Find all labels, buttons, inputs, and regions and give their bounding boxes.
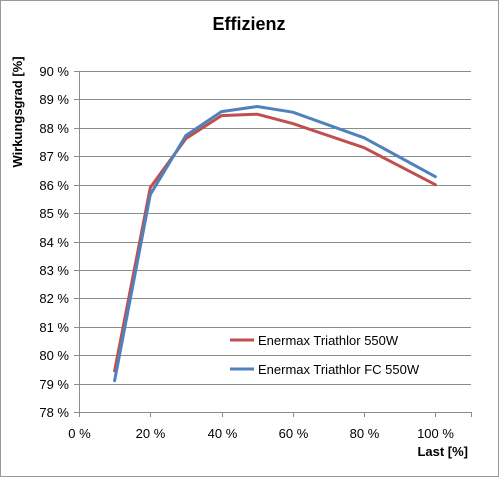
gridlines bbox=[79, 71, 471, 385]
legend: Enermax Triathlor 550W Enermax Triathlor … bbox=[230, 333, 420, 377]
axes bbox=[74, 71, 472, 417]
y-tick-label: 88 % bbox=[39, 121, 69, 136]
y-tick-label: 81 % bbox=[39, 320, 69, 335]
y-tick-label: 84 % bbox=[39, 235, 69, 250]
legend-label-2: Enermax Triathlor FC 550W bbox=[258, 362, 420, 377]
x-tick-label: 0 % bbox=[68, 426, 91, 441]
x-tick-label: 60 % bbox=[279, 426, 309, 441]
series-lines bbox=[113, 105, 437, 383]
series-line-1 bbox=[113, 112, 437, 373]
x-tick-label: 20 % bbox=[136, 426, 166, 441]
x-tick-labels: 0 % 20 % 40 % 60 % 80 % 100 % bbox=[68, 426, 454, 441]
y-tick-label: 85 % bbox=[39, 206, 69, 221]
legend-label-1: Enermax Triathlor 550W bbox=[258, 333, 399, 348]
y-tick-label: 83 % bbox=[39, 263, 69, 278]
chart-title: Effizienz bbox=[212, 14, 285, 34]
y-tick-label: 87 % bbox=[39, 149, 69, 164]
series-line-2 bbox=[113, 105, 437, 383]
x-tick-label: 40 % bbox=[208, 426, 238, 441]
y-axis-title: Wirkungsgrad [%] bbox=[10, 56, 25, 167]
x-tick-label: 80 % bbox=[350, 426, 380, 441]
y-tick-label: 82 % bbox=[39, 291, 69, 306]
y-tick-label: 86 % bbox=[39, 178, 69, 193]
y-tick-label: 90 % bbox=[39, 64, 69, 79]
x-tick-label: 100 % bbox=[417, 426, 454, 441]
y-tick-labels: 78 % 79 % 80 % 81 % 82 % 83 % 84 % 85 % 86 % 87 %… bbox=[39, 64, 69, 420]
y-tick-label: 78 % bbox=[39, 405, 69, 420]
y-tick-label: 80 % bbox=[39, 348, 69, 363]
y-tick-label: 79 % bbox=[39, 377, 69, 392]
y-tick-label: 89 % bbox=[39, 92, 69, 107]
x-axis-title: Last [%] bbox=[417, 444, 468, 459]
